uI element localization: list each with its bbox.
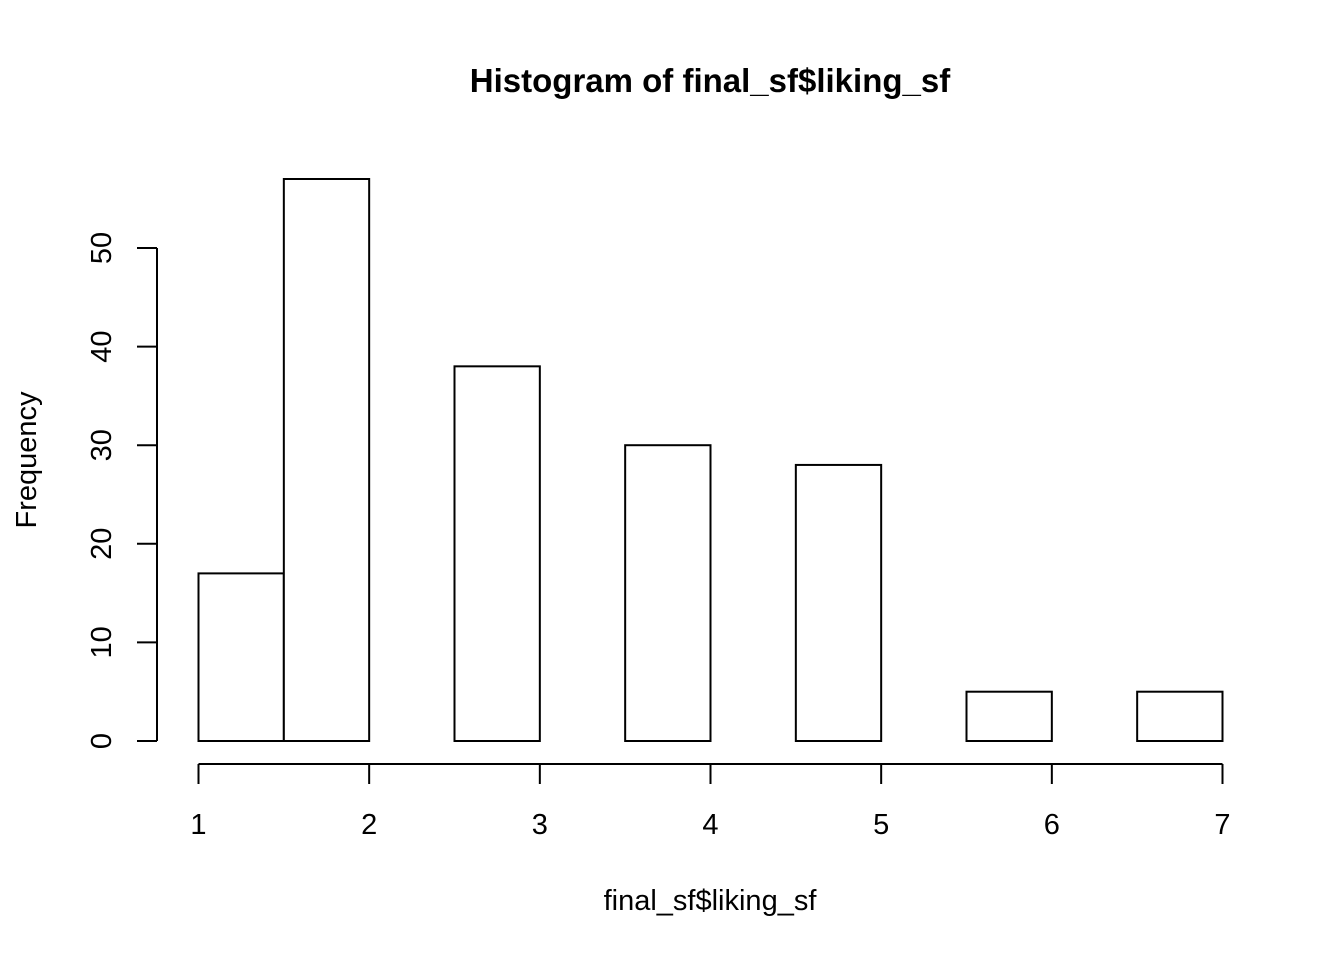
y-tick-label-3: 30: [86, 429, 118, 461]
x-axis-label: final_sf$liking_sf: [604, 885, 818, 917]
x-axis: 1 2 3 4 5 6 7: [190, 763, 1231, 841]
x-tick-label-2: 3: [532, 809, 548, 841]
x-tick-label-5: 6: [1044, 809, 1060, 841]
y-tick-label-2: 20: [86, 528, 118, 560]
x-tick-label-6: 7: [1214, 809, 1230, 841]
histogram-bar-9: [965, 690, 1053, 743]
histogram-bars: [197, 178, 1224, 743]
x-tick-label-3: 4: [702, 809, 718, 841]
histogram-bar-3: [453, 365, 541, 742]
histogram-bar-1: [282, 178, 371, 742]
y-tick-label-1: 10: [86, 626, 118, 658]
y-tick-label-5: 50: [86, 232, 118, 264]
histogram-bar-5: [624, 444, 712, 742]
chart-title: Histogram of final_sf$liking_sf: [470, 62, 951, 99]
histogram-bar-0: [197, 572, 285, 743]
x-tick-label-4: 5: [873, 809, 889, 841]
y-axis-label: Frequency: [11, 391, 43, 529]
histogram-bar-11: [1136, 690, 1224, 743]
y-tick-label-4: 40: [86, 330, 118, 362]
x-tick-label-0: 1: [190, 809, 206, 841]
x-tick-label-1: 2: [361, 809, 377, 841]
y-tick-label-0: 0: [86, 733, 118, 749]
histogram-bar-7: [794, 463, 883, 742]
y-axis: 0 10 20 30 40 50: [86, 232, 158, 749]
